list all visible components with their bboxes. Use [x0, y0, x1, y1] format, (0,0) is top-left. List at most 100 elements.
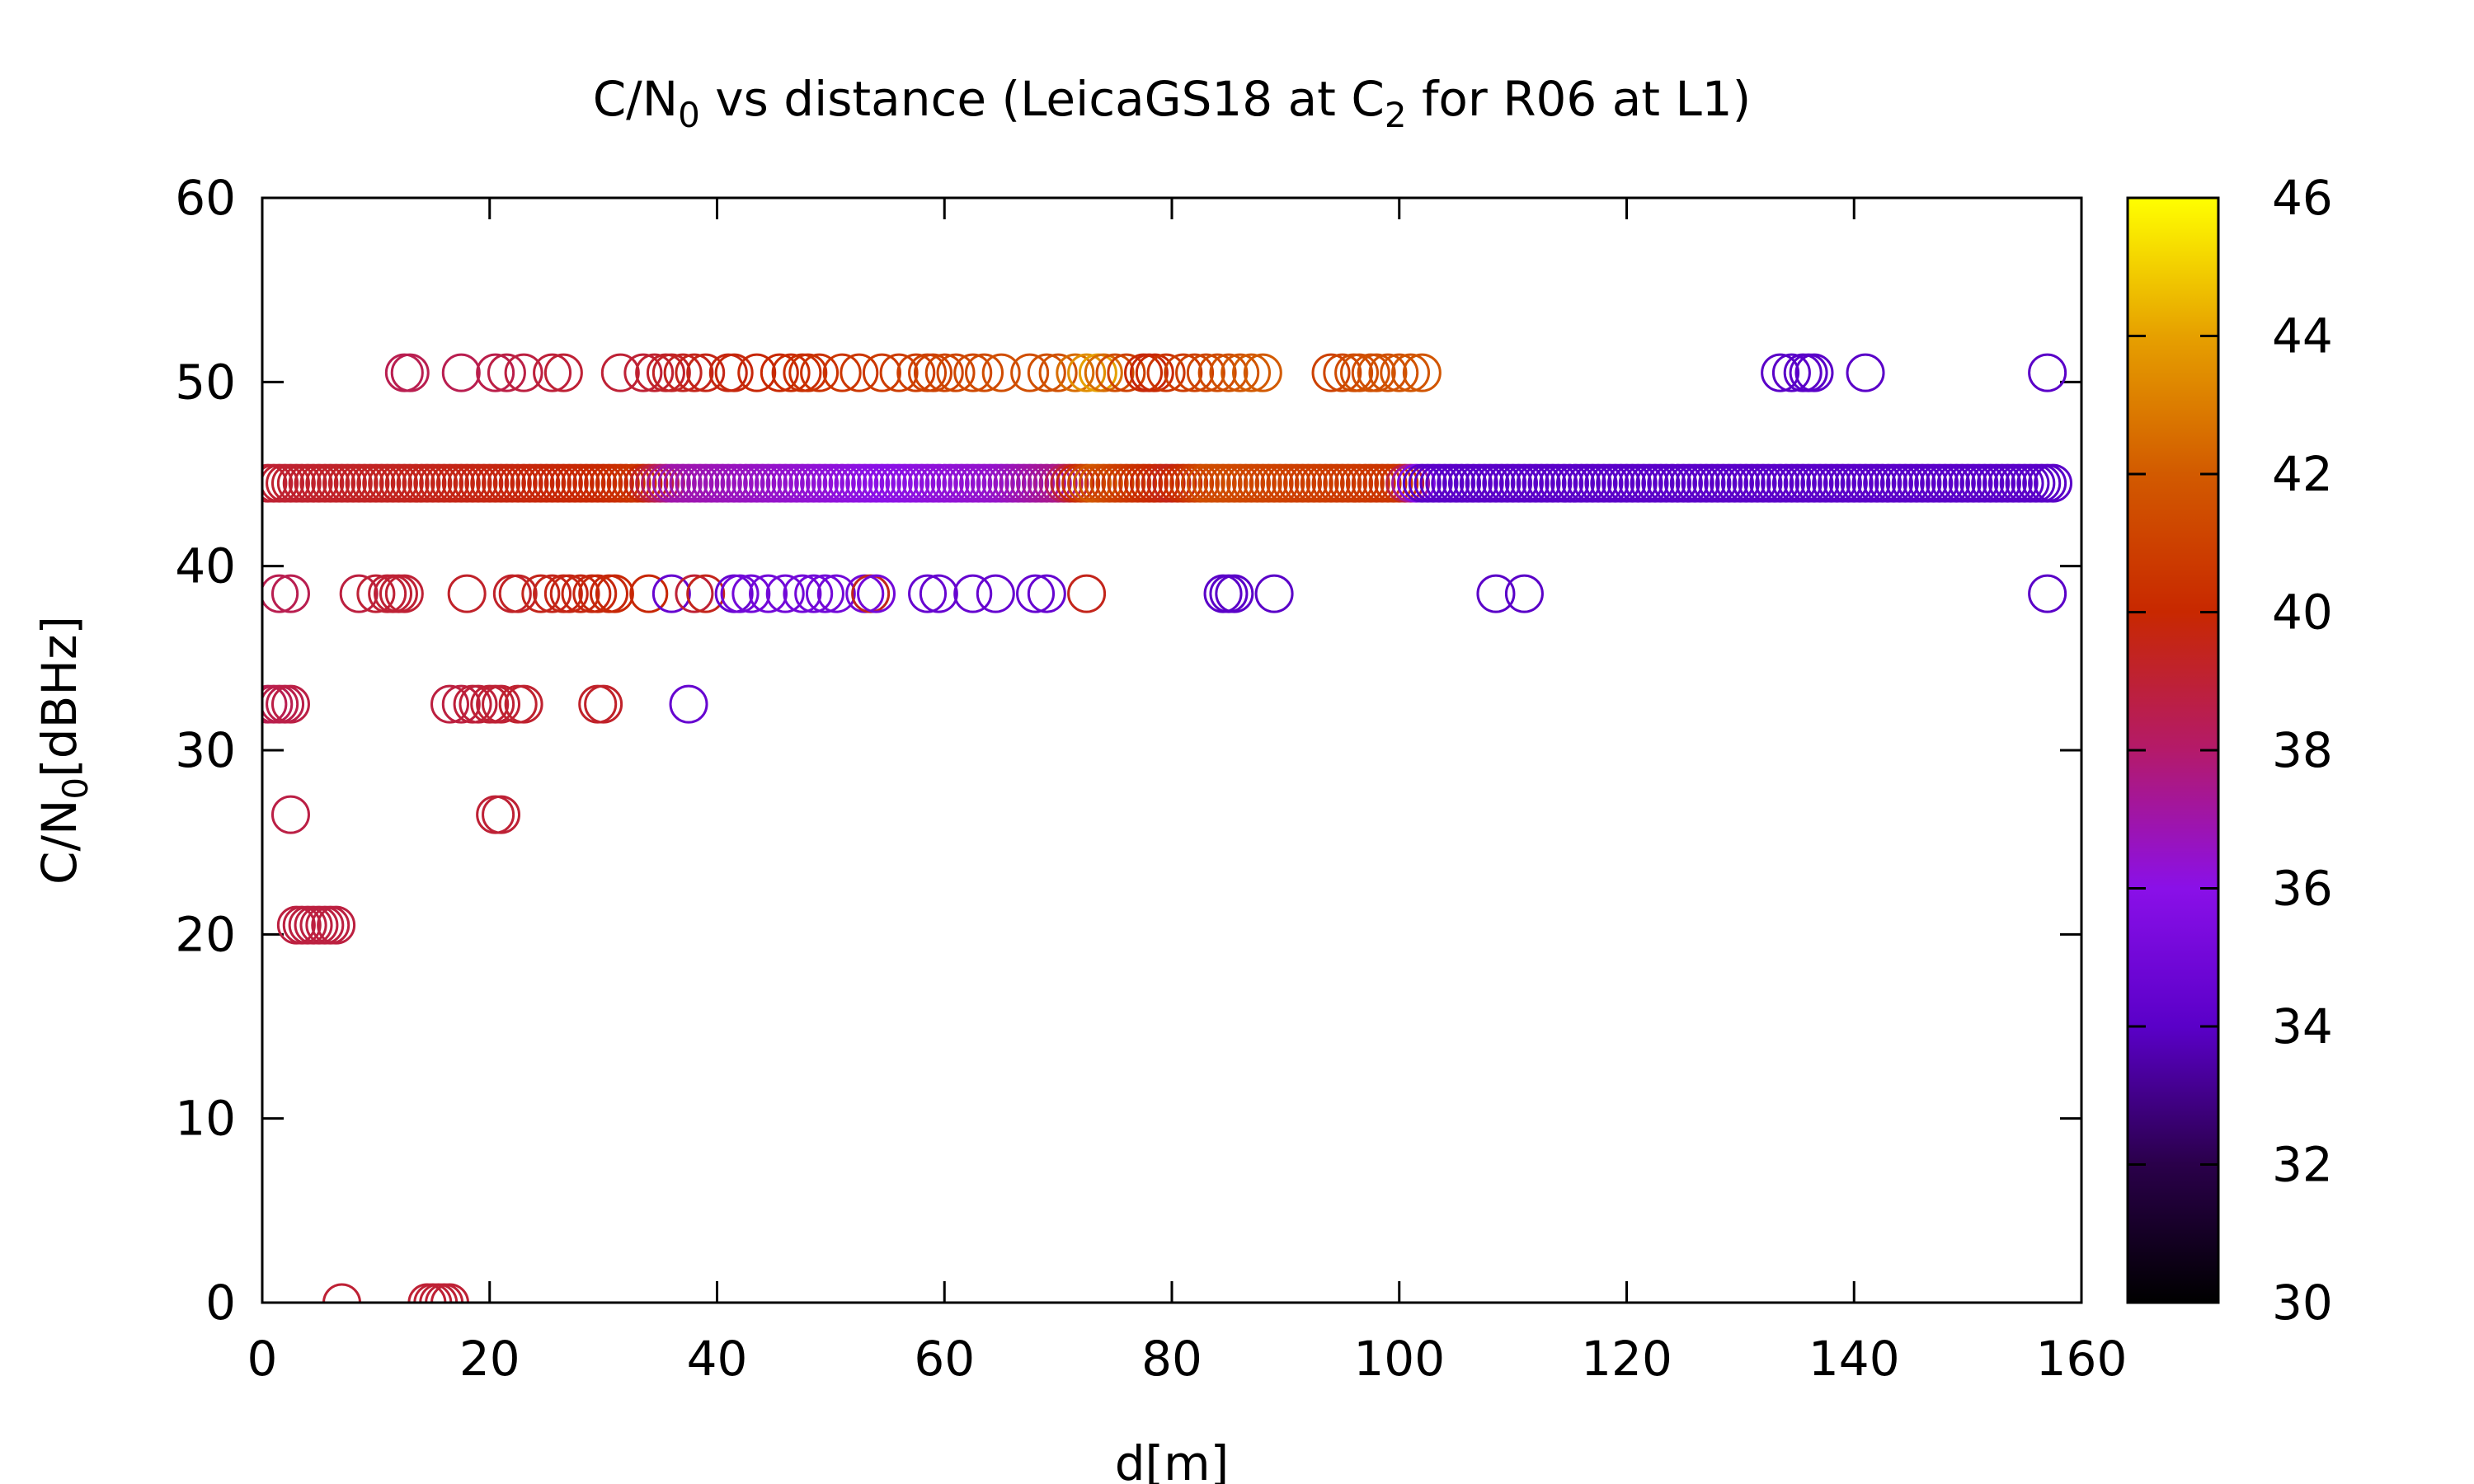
x-tick-label: 120 — [1581, 1331, 1672, 1387]
data-point — [783, 574, 822, 613]
data-points — [262, 353, 2073, 1303]
data-point — [543, 353, 583, 392]
chart-title: C/N0 vs distance (LeicaGS18 at C2 for R0… — [593, 71, 1752, 135]
y-tick-label: 60 — [175, 170, 236, 226]
data-point — [896, 353, 936, 392]
data-point — [1368, 353, 1408, 392]
y-tick-label: 50 — [175, 354, 236, 410]
colorbar-tick-label: 42 — [2272, 446, 2333, 502]
data-point — [1038, 353, 1078, 392]
data-point — [686, 353, 726, 392]
data-point — [840, 353, 879, 392]
data-point — [1135, 353, 1174, 392]
data-point — [430, 684, 469, 724]
x-tick-label: 0 — [247, 1331, 278, 1387]
data-point — [476, 353, 515, 392]
data-point — [1016, 574, 1056, 613]
plot-frame — [261, 196, 2083, 1304]
data-point — [390, 353, 430, 392]
y-tick-label: 10 — [175, 1091, 236, 1147]
data-point — [1391, 353, 1431, 392]
data-point — [669, 684, 708, 724]
data-point — [623, 353, 663, 392]
y-tick-label: 40 — [175, 538, 236, 594]
data-point — [498, 574, 538, 613]
data-point — [816, 574, 856, 613]
data-point — [430, 1283, 469, 1303]
data-point — [1197, 353, 1237, 392]
data-point — [1476, 574, 1516, 613]
data-point — [339, 574, 379, 613]
data-point — [788, 353, 828, 392]
data-point — [1232, 353, 1272, 392]
x-axis-label: d[m] — [1115, 1435, 1230, 1484]
data-point — [504, 684, 543, 724]
data-point — [913, 353, 952, 392]
data-point — [953, 353, 993, 392]
data-point — [1095, 353, 1135, 392]
data-point — [908, 574, 948, 613]
data-point — [771, 353, 811, 392]
data-point — [578, 574, 618, 613]
data-point — [270, 795, 310, 834]
data-point — [1107, 353, 1146, 392]
data-point — [1209, 353, 1249, 392]
data-point — [822, 353, 862, 392]
data-point — [270, 684, 310, 724]
data-point — [441, 353, 481, 392]
data-point — [675, 574, 714, 613]
data-point — [862, 353, 901, 392]
data-point — [2028, 574, 2067, 613]
colorbar-tick-label: 34 — [2272, 998, 2333, 1054]
data-point — [919, 574, 958, 613]
data-point — [651, 574, 691, 613]
data-point — [487, 353, 526, 392]
data-point — [805, 574, 844, 613]
data-point — [459, 684, 498, 724]
data-point — [1761, 353, 1800, 392]
data-point — [384, 574, 424, 613]
data-point — [760, 353, 799, 392]
data-point — [1084, 353, 1123, 392]
data-point — [1254, 574, 1294, 613]
data-point — [924, 353, 964, 392]
data-point — [317, 905, 356, 945]
data-point — [521, 574, 561, 613]
data-point — [675, 353, 714, 392]
colorbar-tick-label: 46 — [2272, 170, 2333, 226]
data-point — [794, 574, 834, 613]
data-point — [1380, 353, 1419, 392]
data-point — [1357, 353, 1396, 392]
data-point — [1215, 574, 1254, 613]
y-tick-label: 20 — [175, 906, 236, 962]
data-point — [714, 353, 754, 392]
data-point — [1794, 353, 1834, 392]
x-tick-label: 40 — [687, 1331, 748, 1387]
data-point — [533, 574, 572, 613]
colorbar-tick-label: 30 — [2272, 1275, 2333, 1331]
data-point — [965, 353, 1004, 392]
y-axis-label: C/N0[dBHz] — [31, 616, 96, 885]
x-tick-label: 20 — [459, 1331, 520, 1387]
data-point — [549, 574, 589, 613]
data-point — [953, 574, 993, 613]
data-point — [1027, 574, 1066, 613]
data-point — [504, 353, 543, 392]
data-point — [1027, 353, 1066, 392]
x-tick-label: 140 — [1808, 1331, 1900, 1387]
colorbar-tick-label: 38 — [2272, 722, 2333, 778]
colorbar-ticks: 30 32 34 36 38 40 42 44 46 — [2128, 170, 2333, 1331]
data-point — [1146, 353, 1186, 392]
data-point — [1771, 353, 1811, 392]
data-point — [663, 353, 703, 392]
data-point — [1175, 353, 1215, 392]
data-point — [1186, 353, 1225, 392]
y-tick-label: 30 — [175, 722, 236, 778]
data-point — [976, 574, 1015, 613]
data-point — [322, 1283, 362, 1303]
data-point — [1164, 353, 1203, 392]
x-tick-label: 80 — [1141, 1331, 1202, 1387]
colorbar-tick-label: 40 — [2272, 585, 2333, 641]
data-point — [2034, 463, 2073, 503]
colorbar-tick-label: 32 — [2272, 1137, 2333, 1193]
